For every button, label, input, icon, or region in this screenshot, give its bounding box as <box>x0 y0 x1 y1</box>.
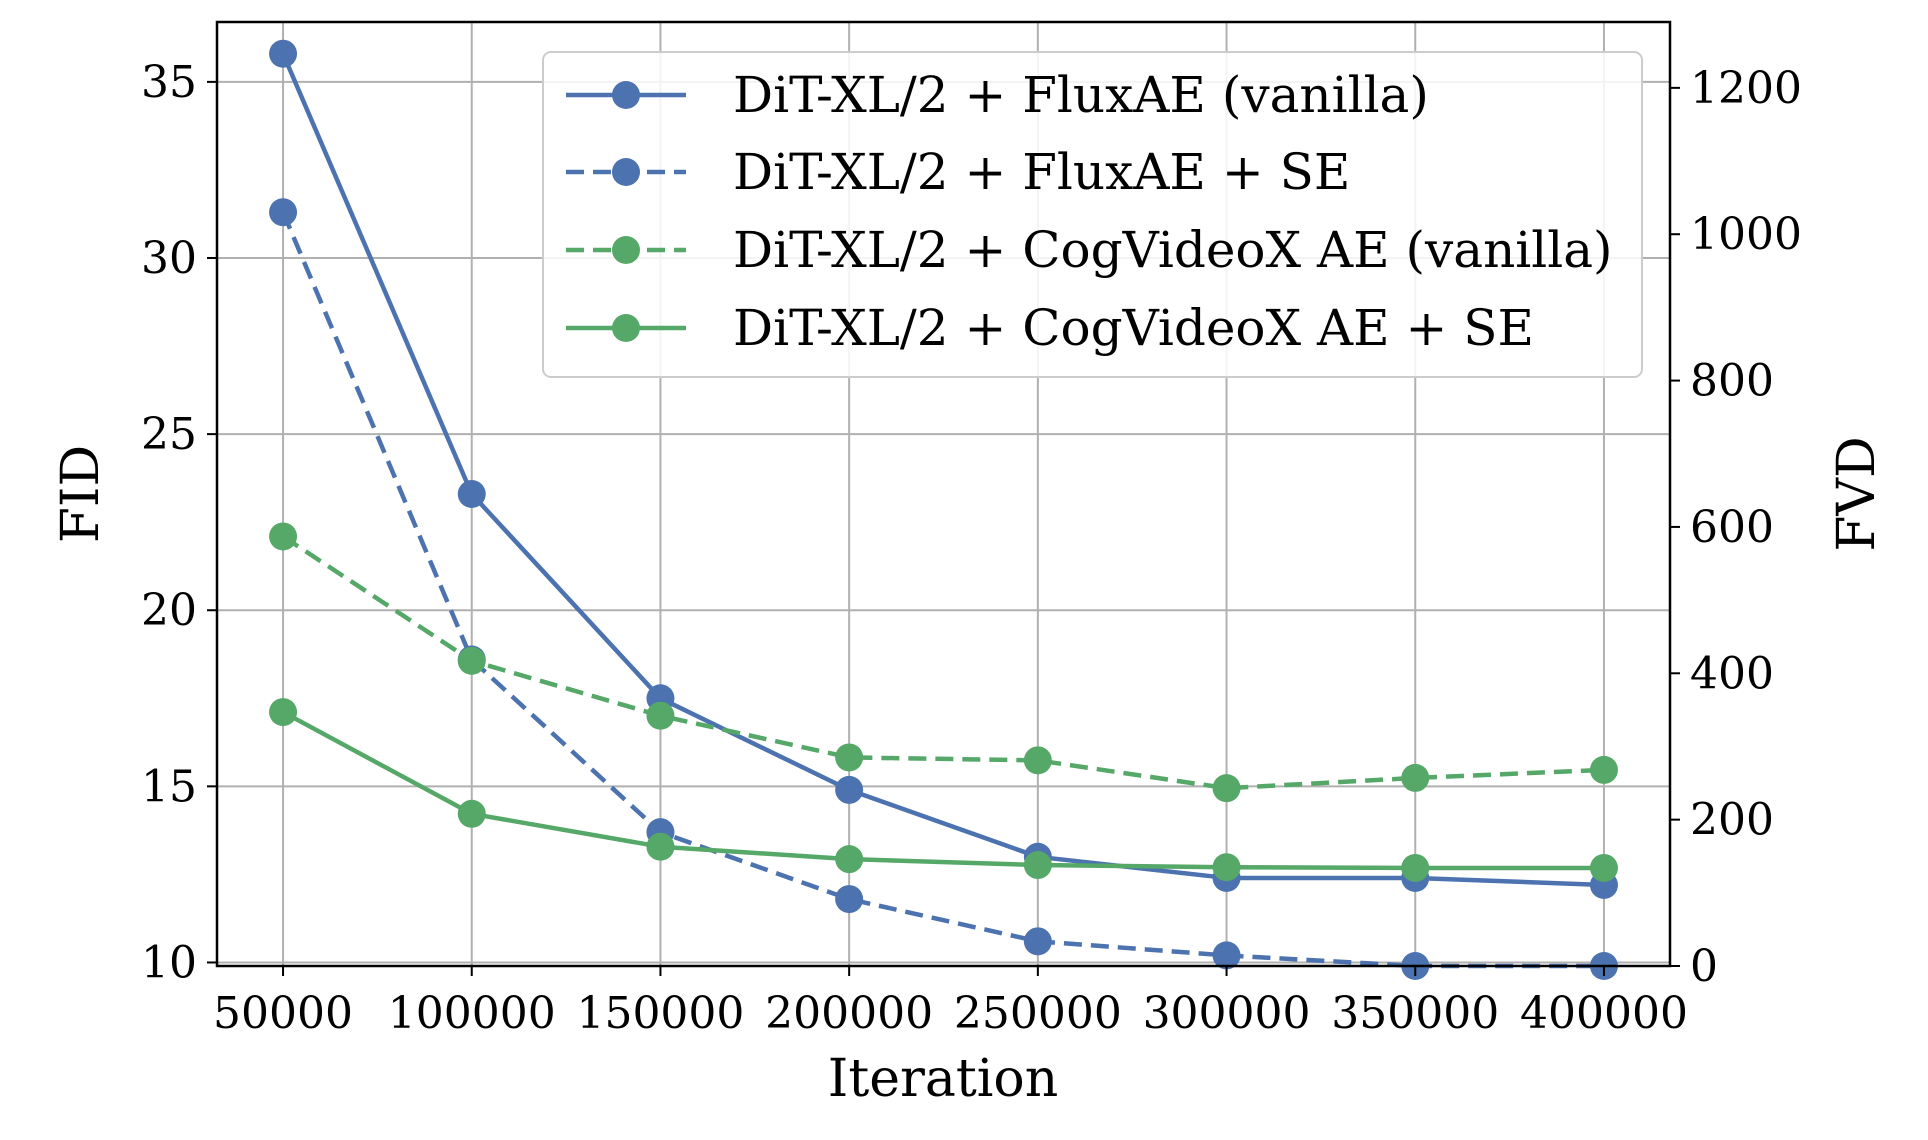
series-line <box>280 211 1604 969</box>
right-tick-label: 800 <box>1690 356 1774 407</box>
data-point <box>835 743 864 772</box>
legend-item: DiT-XL/2 + FluxAE (vanilla) <box>566 66 1429 124</box>
plot-frame <box>215 20 1672 968</box>
legend-marker <box>612 81 640 109</box>
data-point <box>269 522 298 551</box>
right-axis-label: FVD <box>1827 436 1887 551</box>
data-point <box>1401 853 1430 882</box>
legend-item: DiT-XL/2 + CogVideoX AE + SE <box>566 299 1534 357</box>
data-point <box>1212 941 1241 970</box>
x-tick-label: 100000 <box>388 988 556 1039</box>
series-line <box>281 710 1604 871</box>
legend-box <box>542 51 1643 378</box>
data-point <box>835 885 864 914</box>
right-tick-label: 0 <box>1690 941 1718 992</box>
x-tick-label: 400000 <box>1520 988 1688 1039</box>
x-tick-label: 350000 <box>1331 988 1499 1039</box>
x-tick-label: 250000 <box>954 988 1122 1039</box>
data-point <box>1023 746 1052 775</box>
legend-label: DiT-XL/2 + CogVideoX AE (vanilla) <box>733 221 1613 279</box>
data-point <box>1401 763 1430 792</box>
data-point <box>269 39 298 68</box>
data-point <box>646 701 675 730</box>
legend-item: DiT-XL/2 + CogVideoX AE (vanilla) <box>566 221 1613 279</box>
data-point <box>269 698 298 727</box>
left-tick-label: 10 <box>141 937 197 988</box>
left-tick-label: 20 <box>141 585 197 636</box>
legend-items: DiT-XL/2 + FluxAE (vanilla) DiT-XL/2 + Fl… <box>566 66 1613 357</box>
right-tick-label: 200 <box>1690 795 1774 846</box>
data-point <box>457 799 486 828</box>
right-tick-label: 1000 <box>1690 209 1802 260</box>
legend-label: DiT-XL/2 + FluxAE + SE <box>733 143 1350 201</box>
series-4 <box>269 698 1618 882</box>
left-tick-label: 35 <box>141 57 197 108</box>
left-tick-label: 30 <box>141 233 197 284</box>
data-point <box>1023 927 1052 956</box>
series-line <box>280 52 1605 888</box>
data-point <box>1212 853 1241 882</box>
data-point <box>1589 755 1618 784</box>
data-point <box>835 775 864 804</box>
x-axis-label: Iteration <box>828 1049 1058 1109</box>
data-point <box>1212 774 1241 803</box>
data-point <box>269 198 298 227</box>
x-tick-label: 50000 <box>213 988 353 1039</box>
left-axis-label: FID <box>51 445 111 543</box>
data-point <box>646 832 675 861</box>
data-point <box>457 646 486 675</box>
x-tick-label: 200000 <box>765 988 933 1039</box>
data-point <box>457 480 486 508</box>
legend-item: DiT-XL/2 + FluxAE + SE <box>566 143 1350 201</box>
data-point <box>1589 853 1618 882</box>
series-3 <box>269 522 1618 803</box>
series-group <box>269 39 1618 980</box>
legend-marker <box>612 314 640 342</box>
ticks: 50000 100000 150000 200000 250000 300000 35000… <box>141 57 1802 1039</box>
left-tick-label: 25 <box>141 409 197 460</box>
left-tick-label: 15 <box>141 761 197 812</box>
x-tick-label: 150000 <box>576 988 744 1039</box>
x-tick-label: 300000 <box>1143 988 1311 1039</box>
right-tick-label: 600 <box>1690 502 1774 553</box>
data-point <box>1023 851 1052 880</box>
legend: DiT-XL/2 + FluxAE (vanilla) DiT-XL/2 + Fl… <box>542 51 1643 378</box>
right-tick-label: 1200 <box>1690 63 1802 114</box>
legend-label: DiT-XL/2 + FluxAE (vanilla) <box>733 66 1429 124</box>
series-line <box>281 534 1605 791</box>
right-tick-label: 400 <box>1690 648 1774 699</box>
data-point <box>835 845 864 874</box>
legend-label: DiT-XL/2 + CogVideoX AE + SE <box>733 299 1534 357</box>
legend-marker <box>612 158 640 186</box>
legend-marker <box>612 236 640 264</box>
